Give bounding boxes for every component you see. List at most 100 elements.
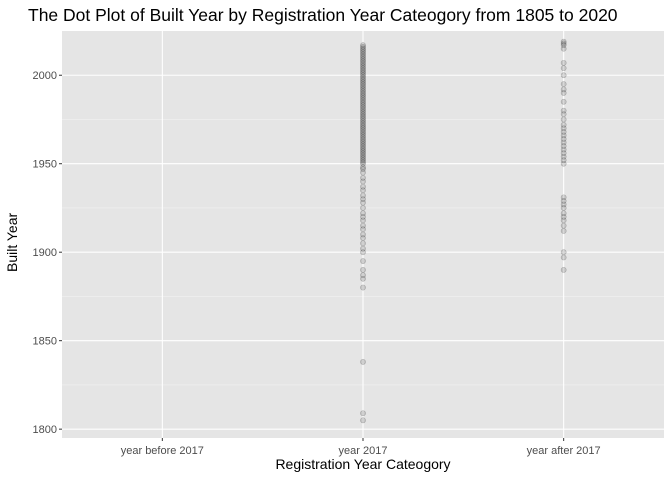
data-point [560, 90, 567, 96]
data-point [560, 72, 567, 79]
y-axis: 1800 1850 1900 1950 2000 [33, 70, 62, 436]
data-point [360, 132, 366, 139]
data-point [560, 213, 567, 220]
data-point [560, 210, 567, 217]
data-point [360, 47, 366, 54]
data-point [560, 136, 567, 142]
data-point [360, 105, 366, 112]
x-tick-label: year before 2017 [121, 445, 204, 457]
data-point [560, 81, 567, 87]
data-point [360, 113, 366, 119]
data-point [360, 91, 366, 98]
data-point [360, 81, 366, 87]
data-point [360, 65, 366, 72]
data-point [360, 151, 366, 158]
data-point [560, 194, 567, 201]
data-point [360, 52, 366, 59]
data-point [360, 258, 366, 264]
data-point [360, 148, 366, 155]
data-point [560, 111, 567, 118]
data-point [360, 213, 366, 220]
data-point [360, 235, 366, 241]
data-point [360, 160, 366, 167]
data-point [360, 109, 366, 116]
data-point [360, 56, 366, 63]
y-tick-label: 1950 [33, 159, 57, 171]
data-point [360, 84, 366, 91]
data-point [560, 59, 567, 66]
data-point [360, 144, 366, 151]
data-point [360, 104, 366, 110]
data-point [360, 63, 366, 70]
data-point [560, 153, 567, 160]
data-point [360, 95, 366, 102]
data-point [360, 187, 366, 194]
data-point [360, 59, 366, 66]
data-point [360, 127, 366, 133]
data-point [560, 205, 567, 211]
data-point [360, 72, 366, 79]
data-point [360, 116, 366, 123]
data-point [360, 217, 366, 224]
data-point [560, 128, 567, 135]
data-point [360, 125, 366, 132]
data-point [360, 169, 366, 176]
data-point [360, 51, 366, 57]
data-point [360, 82, 366, 89]
chart-title: The Dot Plot of Built Year by Registrati… [28, 5, 618, 25]
data-point [560, 254, 567, 261]
data-point [360, 164, 366, 171]
data-point [360, 266, 366, 273]
data-point [360, 58, 366, 64]
data-point [360, 134, 366, 141]
data-point [360, 128, 366, 135]
data-point [360, 67, 366, 73]
data-point [360, 100, 366, 107]
data-point [560, 125, 567, 132]
data-point [360, 284, 366, 291]
data-point [560, 132, 567, 139]
data-point [360, 272, 366, 279]
y-tick-label: 1850 [33, 336, 57, 348]
data-point [560, 146, 567, 153]
data-point [360, 120, 366, 126]
data-point [360, 61, 366, 68]
major-gridlines [62, 31, 664, 438]
data-point [360, 196, 366, 203]
data-point [360, 275, 366, 282]
x-tick-label: year after 2017 [527, 445, 601, 457]
data-point [560, 228, 567, 234]
data-point [560, 45, 567, 52]
data-point [360, 136, 366, 142]
data-point [560, 40, 567, 47]
x-axis: year before 2017 year 2017 year after 2017 [121, 438, 601, 457]
y-axis-title: Built Year [4, 212, 20, 272]
data-point [360, 210, 366, 217]
data-point [560, 86, 567, 93]
data-point [560, 107, 567, 114]
data-point [360, 97, 366, 103]
data-point [360, 178, 366, 185]
y-tick-label: 1900 [33, 247, 57, 259]
data-point [360, 93, 366, 100]
data-point [360, 121, 366, 128]
data-point [360, 153, 366, 160]
data-point [360, 98, 366, 105]
data-points [360, 38, 567, 424]
data-point [360, 231, 366, 238]
y-tick-label: 1800 [33, 424, 57, 436]
data-point [360, 159, 366, 165]
data-point [360, 111, 366, 118]
data-point [560, 160, 567, 167]
data-point [360, 157, 366, 164]
data-point [360, 75, 366, 82]
data-point [360, 245, 366, 252]
data-point [360, 86, 366, 93]
data-point [360, 240, 366, 247]
data-point [360, 54, 366, 61]
data-point [360, 143, 366, 149]
data-point [360, 74, 366, 80]
data-point [360, 183, 366, 190]
data-point [360, 199, 366, 206]
